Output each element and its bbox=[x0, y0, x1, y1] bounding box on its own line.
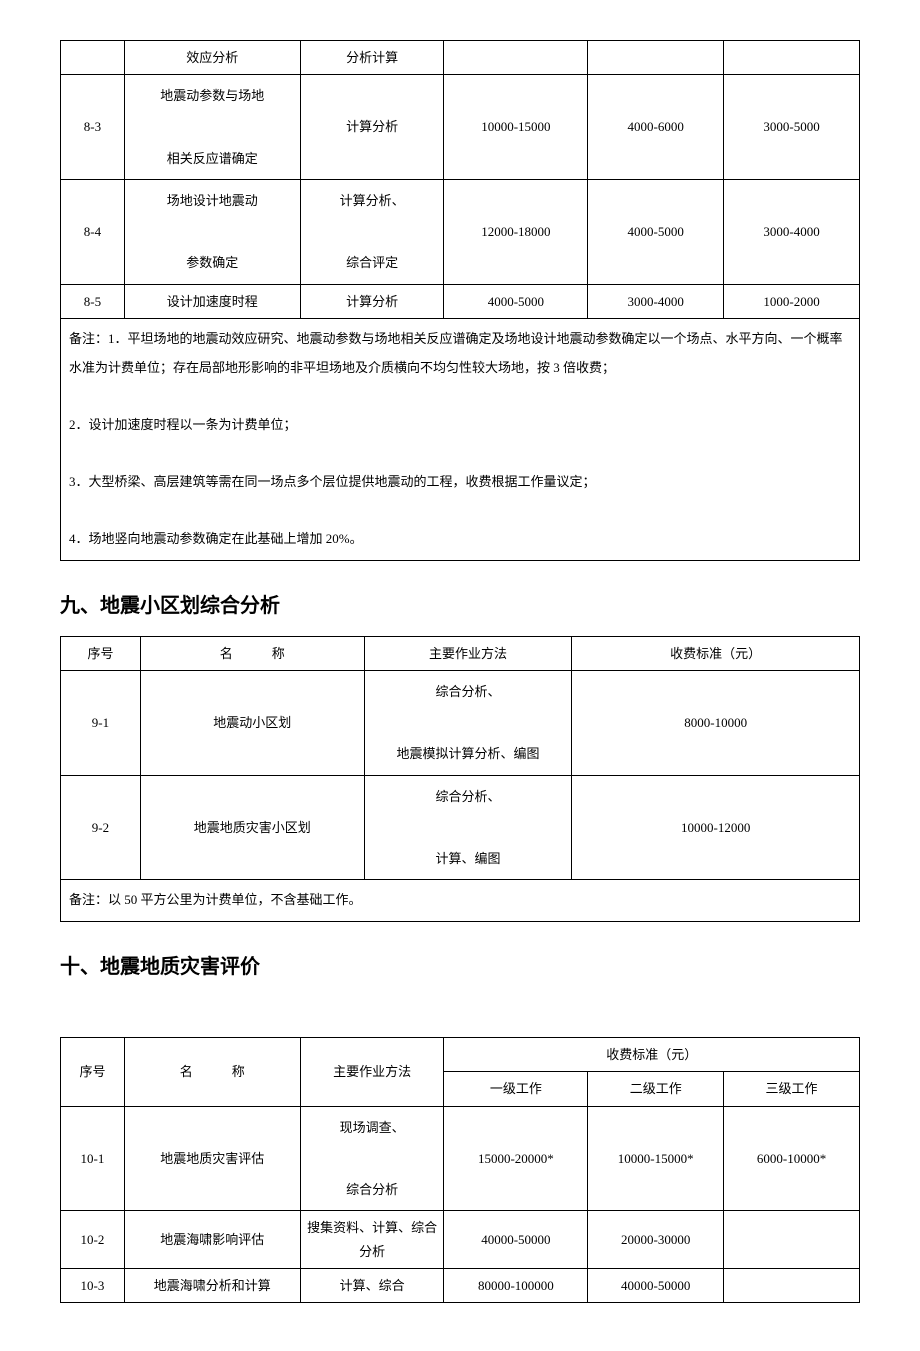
spacer bbox=[60, 997, 860, 1037]
cell-c2: 3000-4000 bbox=[588, 284, 724, 318]
cell-c3: 3000-4000 bbox=[724, 179, 860, 284]
cell-c3: 3000-5000 bbox=[724, 75, 860, 180]
cell-method: 综合分析、计算、编图 bbox=[364, 775, 572, 880]
cell-fee: 8000-10000 bbox=[572, 671, 860, 776]
header-seq: 序号 bbox=[61, 1037, 125, 1106]
table-note-row: 备注：以 50 平方公里为计费单位，不含基础工作。 bbox=[61, 880, 860, 922]
header-name: 名 称 bbox=[140, 636, 364, 670]
cell-name: 地震动参数与场地相关反应谱确定 bbox=[124, 75, 300, 180]
cell-c3: 6000-10000* bbox=[724, 1106, 860, 1211]
table-8-note: 备注：1．平坦场地的地震动效应研究、地震动参数与场地相关反应谱确定及场地设计地震… bbox=[61, 318, 860, 560]
cell-c1: 4000-5000 bbox=[444, 284, 588, 318]
table-9: 序号 名 称 主要作业方法 收费标准（元） 9-1 地震动小区划 综合分析、地震… bbox=[60, 636, 860, 922]
header-method: 主要作业方法 bbox=[364, 636, 572, 670]
cell-name: 地震海啸分析和计算 bbox=[124, 1268, 300, 1302]
cell-id: 10-1 bbox=[61, 1106, 125, 1211]
table-row: 9-1 地震动小区划 综合分析、地震模拟计算分析、编图 8000-10000 bbox=[61, 671, 860, 776]
cell-c2: 4000-5000 bbox=[588, 179, 724, 284]
header-seq: 序号 bbox=[61, 636, 141, 670]
table-row: 8-3 地震动参数与场地相关反应谱确定 计算分析 10000-15000 400… bbox=[61, 75, 860, 180]
cell-id: 9-1 bbox=[61, 671, 141, 776]
header-name: 名 称 bbox=[124, 1037, 300, 1106]
table-10: 序号 名 称 主要作业方法 收费标准（元） 一级工作 二级工作 三级工作 10-… bbox=[60, 1037, 860, 1304]
cell-c1: 15000-20000* bbox=[444, 1106, 588, 1211]
cell-method: 计算分析 bbox=[300, 284, 444, 318]
header-l3: 三级工作 bbox=[724, 1072, 860, 1106]
cell-id: 8-4 bbox=[61, 179, 125, 284]
header-l1: 一级工作 bbox=[444, 1072, 588, 1106]
cell-method: 现场调查、综合分析 bbox=[300, 1106, 444, 1211]
header-l2: 二级工作 bbox=[588, 1072, 724, 1106]
table-row: 8-4 场地设计地震动参数确定 计算分析、综合评定 12000-18000 40… bbox=[61, 179, 860, 284]
cell-fee: 10000-12000 bbox=[572, 775, 860, 880]
cell-id: 9-2 bbox=[61, 775, 141, 880]
cell-c2: 4000-6000 bbox=[588, 75, 724, 180]
cell-id: 8-5 bbox=[61, 284, 125, 318]
cell-id: 8-3 bbox=[61, 75, 125, 180]
cell-c1: 40000-50000 bbox=[444, 1211, 588, 1269]
cell-c3: 1000-2000 bbox=[724, 284, 860, 318]
cell-name: 设计加速度时程 bbox=[124, 284, 300, 318]
cell-method: 计算分析、综合评定 bbox=[300, 179, 444, 284]
cell-name: 地震动小区划 bbox=[140, 671, 364, 776]
table-row: 8-5 设计加速度时程 计算分析 4000-5000 3000-4000 100… bbox=[61, 284, 860, 318]
cell-method: 分析计算 bbox=[300, 41, 444, 75]
table-row: 效应分析 分析计算 bbox=[61, 41, 860, 75]
header-method: 主要作业方法 bbox=[300, 1037, 444, 1106]
cell-id: 10-3 bbox=[61, 1268, 125, 1302]
header-fee: 收费标准（元） bbox=[572, 636, 860, 670]
table-header-row: 序号 名 称 主要作业方法 收费标准（元） bbox=[61, 1037, 860, 1071]
table-note-row: 备注：1．平坦场地的地震动效应研究、地震动参数与场地相关反应谱确定及场地设计地震… bbox=[61, 318, 860, 560]
table-9-note: 备注：以 50 平方公里为计费单位，不含基础工作。 bbox=[61, 880, 860, 922]
cell-c1: 80000-100000 bbox=[444, 1268, 588, 1302]
cell-name: 地震地质灾害小区划 bbox=[140, 775, 364, 880]
cell-c2: 40000-50000 bbox=[588, 1268, 724, 1302]
cell-method: 搜集资料、计算、综合分析 bbox=[300, 1211, 444, 1269]
cell-name: 地震地质灾害评估 bbox=[124, 1106, 300, 1211]
cell-c1: 10000-15000 bbox=[444, 75, 588, 180]
cell-c1: 12000-18000 bbox=[444, 179, 588, 284]
cell-c2 bbox=[588, 41, 724, 75]
cell-method: 计算分析 bbox=[300, 75, 444, 180]
cell-c2: 10000-15000* bbox=[588, 1106, 724, 1211]
section-10-title: 十、地震地质灾害评价 bbox=[60, 950, 860, 979]
cell-method: 综合分析、地震模拟计算分析、编图 bbox=[364, 671, 572, 776]
cell-name: 地震海啸影响评估 bbox=[124, 1211, 300, 1269]
table-8: 效应分析 分析计算 8-3 地震动参数与场地相关反应谱确定 计算分析 10000… bbox=[60, 40, 860, 561]
cell-method: 计算、综合 bbox=[300, 1268, 444, 1302]
section-9-title: 九、地震小区划综合分析 bbox=[60, 589, 860, 618]
cell-c3 bbox=[724, 1268, 860, 1302]
cell-name: 场地设计地震动参数确定 bbox=[124, 179, 300, 284]
cell-c1 bbox=[444, 41, 588, 75]
cell-name: 效应分析 bbox=[124, 41, 300, 75]
table-row: 10-3 地震海啸分析和计算 计算、综合 80000-100000 40000-… bbox=[61, 1268, 860, 1302]
cell-c3 bbox=[724, 41, 860, 75]
cell-c2: 20000-30000 bbox=[588, 1211, 724, 1269]
cell-id bbox=[61, 41, 125, 75]
table-row: 10-1 地震地质灾害评估 现场调查、综合分析 15000-20000* 100… bbox=[61, 1106, 860, 1211]
table-header-row: 序号 名 称 主要作业方法 收费标准（元） bbox=[61, 636, 860, 670]
cell-id: 10-2 bbox=[61, 1211, 125, 1269]
header-fee: 收费标准（元） bbox=[444, 1037, 860, 1071]
cell-c3 bbox=[724, 1211, 860, 1269]
table-row: 10-2 地震海啸影响评估 搜集资料、计算、综合分析 40000-50000 2… bbox=[61, 1211, 860, 1269]
table-row: 9-2 地震地质灾害小区划 综合分析、计算、编图 10000-12000 bbox=[61, 775, 860, 880]
